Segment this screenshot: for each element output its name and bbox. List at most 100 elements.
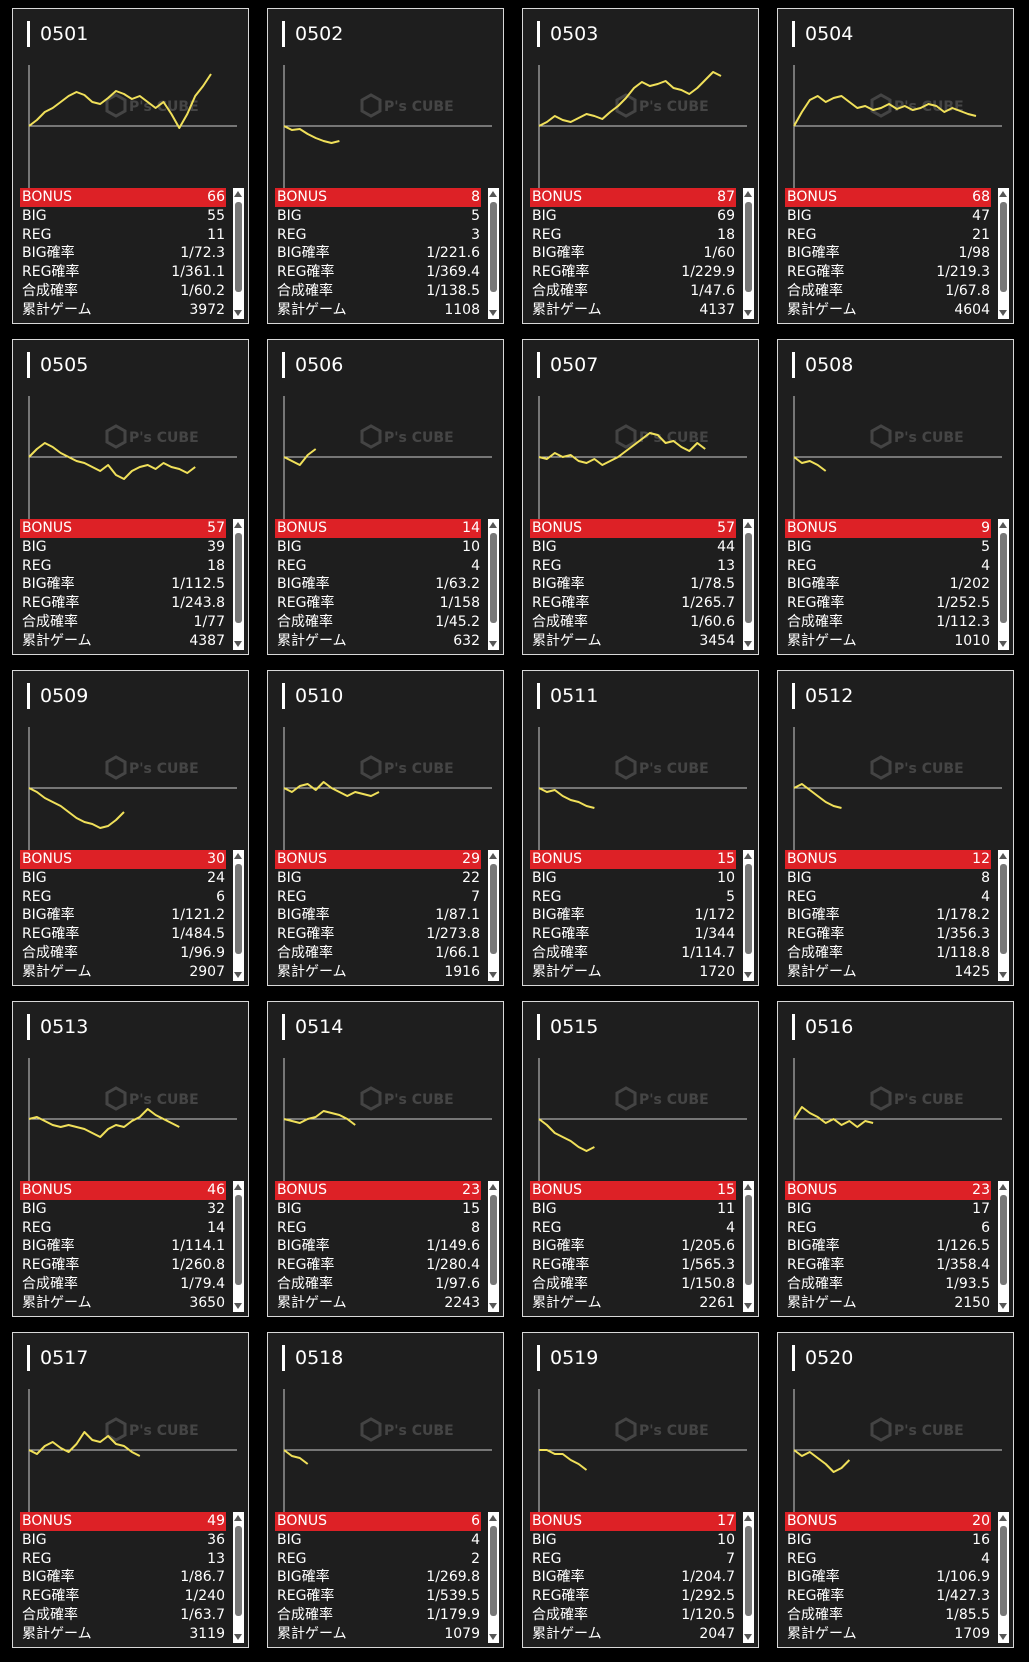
scroll-thumb[interactable] [235, 1195, 242, 1285]
machine-card[interactable]: 0513 P's CUBE BONUS 46 BIG 32 REG 14 BIG確率 1/114.… [12, 1001, 249, 1317]
scroll-thumb[interactable] [235, 533, 242, 623]
scroll-down-arrow-icon[interactable] [489, 641, 497, 647]
scroll-down-arrow-icon[interactable] [999, 641, 1007, 647]
machine-card[interactable]: 0519 P's CUBE BONUS 17 BIG 10 REG 7 BIG確率 1/204.7… [522, 1332, 759, 1648]
machine-card[interactable]: 0511 P's CUBE BONUS 15 BIG 10 REG 5 BIG確率 1/172 RE… [522, 670, 759, 986]
machine-card[interactable]: 0517 P's CUBE BONUS 49 BIG 36 REG 13 BIG確率 1/86.7… [12, 1332, 249, 1648]
stats-scrollbar[interactable] [233, 1512, 244, 1643]
scroll-thumb[interactable] [745, 1526, 752, 1616]
scroll-up-arrow-icon[interactable] [999, 1515, 1007, 1521]
scroll-down-arrow-icon[interactable] [999, 310, 1007, 316]
stats-scrollbar[interactable] [743, 1181, 754, 1312]
scroll-up-arrow-icon[interactable] [489, 853, 497, 859]
scroll-up-arrow-icon[interactable] [744, 1515, 752, 1521]
machine-card[interactable]: 0512 P's CUBE BONUS 12 BIG 8 REG 4 BIG確率 1/178.2 R… [777, 670, 1014, 986]
scroll-down-arrow-icon[interactable] [999, 972, 1007, 978]
machine-card[interactable]: 0505 P's CUBE BONUS 57 BIG 39 REG 18 BIG確率 1/112.… [12, 339, 249, 655]
scroll-down-arrow-icon[interactable] [489, 1634, 497, 1640]
scroll-up-arrow-icon[interactable] [999, 853, 1007, 859]
scroll-down-arrow-icon[interactable] [744, 641, 752, 647]
machine-card[interactable]: 0518 P's CUBE BONUS 6 BIG 4 REG 2 BIG確率 1/269.8 RE… [267, 1332, 504, 1648]
scroll-up-arrow-icon[interactable] [234, 1184, 242, 1190]
scroll-thumb[interactable] [490, 1526, 497, 1616]
scroll-thumb[interactable] [1000, 202, 1007, 292]
scroll-down-arrow-icon[interactable] [744, 972, 752, 978]
machine-card[interactable]: 0506 P's CUBE BONUS 14 BIG 10 REG 4 BIG確率 1/63.2 R… [267, 339, 504, 655]
scroll-down-arrow-icon[interactable] [999, 1634, 1007, 1640]
stats-scrollbar[interactable] [488, 850, 499, 981]
scroll-down-arrow-icon[interactable] [234, 310, 242, 316]
scroll-thumb[interactable] [235, 202, 242, 292]
machine-card[interactable]: 0501 P's CUBE BONUS 66 BIG 55 REG 11 BIG確率 1/72.3… [12, 8, 249, 324]
stats-scrollbar[interactable] [998, 850, 1009, 981]
machine-card[interactable]: 0520 P's CUBE BONUS 20 BIG 16 REG 4 BIG確率 1/106.9… [777, 1332, 1014, 1648]
stats-scrollbar[interactable] [233, 188, 244, 319]
machine-card[interactable]: 0514 P's CUBE BONUS 23 BIG 15 REG 8 BIG確率 1/149.6… [267, 1001, 504, 1317]
scroll-thumb[interactable] [745, 864, 752, 954]
machine-card[interactable]: 0508 P's CUBE BONUS 9 BIG 5 REG 4 BIG確率 1/202 REG確… [777, 339, 1014, 655]
scroll-down-arrow-icon[interactable] [489, 1303, 497, 1309]
stats-scrollbar[interactable] [743, 850, 754, 981]
machine-card[interactable]: 0510 P's CUBE BONUS 29 BIG 22 REG 7 BIG確率 1/87.1 R… [267, 670, 504, 986]
machine-card[interactable]: 0503 P's CUBE BONUS 87 BIG 69 REG 18 BIG確率 1/60 RE… [522, 8, 759, 324]
scroll-thumb[interactable] [745, 533, 752, 623]
scroll-down-arrow-icon[interactable] [999, 1303, 1007, 1309]
scroll-thumb[interactable] [1000, 864, 1007, 954]
scroll-up-arrow-icon[interactable] [744, 1184, 752, 1190]
scroll-thumb[interactable] [490, 864, 497, 954]
scroll-up-arrow-icon[interactable] [744, 191, 752, 197]
stats-scrollbar[interactable] [998, 1181, 1009, 1312]
stats-scrollbar[interactable] [488, 1181, 499, 1312]
scroll-up-arrow-icon[interactable] [999, 1184, 1007, 1190]
scroll-up-arrow-icon[interactable] [489, 522, 497, 528]
stats-scrollbar[interactable] [233, 519, 244, 650]
scroll-up-arrow-icon[interactable] [234, 853, 242, 859]
scroll-thumb[interactable] [490, 533, 497, 623]
scroll-down-arrow-icon[interactable] [489, 310, 497, 316]
scroll-down-arrow-icon[interactable] [234, 972, 242, 978]
scroll-down-arrow-icon[interactable] [744, 1634, 752, 1640]
stats-scrollbar[interactable] [743, 519, 754, 650]
scroll-down-arrow-icon[interactable] [744, 1303, 752, 1309]
stats-scrollbar[interactable] [998, 188, 1009, 319]
scroll-thumb[interactable] [1000, 1195, 1007, 1285]
scroll-up-arrow-icon[interactable] [744, 522, 752, 528]
scroll-up-arrow-icon[interactable] [489, 191, 497, 197]
scroll-up-arrow-icon[interactable] [999, 191, 1007, 197]
scroll-thumb[interactable] [235, 1526, 242, 1616]
scroll-thumb[interactable] [745, 1195, 752, 1285]
scroll-thumb[interactable] [1000, 533, 1007, 623]
stats-scrollbar[interactable] [233, 1181, 244, 1312]
scroll-down-arrow-icon[interactable] [489, 972, 497, 978]
machine-card[interactable]: 0516 P's CUBE BONUS 23 BIG 17 REG 6 BIG確率 1/126.5… [777, 1001, 1014, 1317]
scroll-up-arrow-icon[interactable] [744, 853, 752, 859]
stats-scrollbar[interactable] [488, 519, 499, 650]
scroll-thumb[interactable] [1000, 1526, 1007, 1616]
scroll-up-arrow-icon[interactable] [999, 522, 1007, 528]
scroll-up-arrow-icon[interactable] [234, 191, 242, 197]
machine-card[interactable]: 0515 P's CUBE BONUS 15 BIG 11 REG 4 BIG確率 1/205.6… [522, 1001, 759, 1317]
scroll-thumb[interactable] [745, 202, 752, 292]
scroll-up-arrow-icon[interactable] [234, 522, 242, 528]
scroll-down-arrow-icon[interactable] [234, 1634, 242, 1640]
machine-card[interactable]: 0507 P's CUBE BONUS 57 BIG 44 REG 13 BIG確率 1/78.5… [522, 339, 759, 655]
machine-card[interactable]: 0509 P's CUBE BONUS 30 BIG 24 REG 6 BIG確率 1/121.2… [12, 670, 249, 986]
stats-scrollbar[interactable] [233, 850, 244, 981]
scroll-down-arrow-icon[interactable] [234, 1303, 242, 1309]
scroll-thumb[interactable] [235, 864, 242, 954]
scroll-thumb[interactable] [490, 202, 497, 292]
scroll-down-arrow-icon[interactable] [744, 310, 752, 316]
scroll-thumb[interactable] [490, 1195, 497, 1285]
machine-card[interactable]: 0502 P's CUBE BONUS 8 BIG 5 REG 3 BIG確率 1/221.6 RE… [267, 8, 504, 324]
stats-scrollbar[interactable] [743, 1512, 754, 1643]
stats-scrollbar[interactable] [998, 1512, 1009, 1643]
stats-scrollbar[interactable] [743, 188, 754, 319]
stats-scrollbar[interactable] [488, 188, 499, 319]
scroll-up-arrow-icon[interactable] [234, 1515, 242, 1521]
stats-scrollbar[interactable] [998, 519, 1009, 650]
scroll-down-arrow-icon[interactable] [234, 641, 242, 647]
machine-card[interactable]: 0504 P's CUBE BONUS 68 BIG 47 REG 21 BIG確率 1/98 RE… [777, 8, 1014, 324]
stats-scrollbar[interactable] [488, 1512, 499, 1643]
scroll-up-arrow-icon[interactable] [489, 1515, 497, 1521]
scroll-up-arrow-icon[interactable] [489, 1184, 497, 1190]
